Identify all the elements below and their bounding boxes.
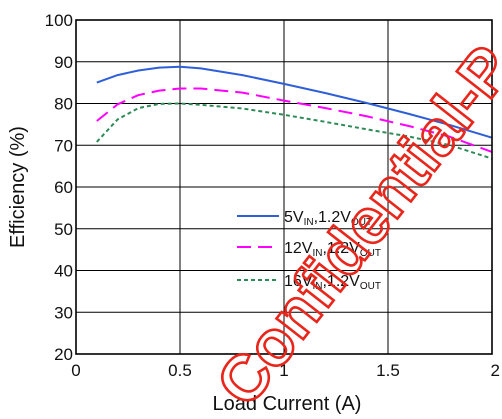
- plot-frame: [75, 19, 493, 355]
- watermark-stamp: Confidential-P: [202, 32, 502, 418]
- y-tick-label: 50: [54, 220, 73, 239]
- y-tick-label: 40: [54, 262, 73, 281]
- grid: [76, 20, 492, 354]
- y-tick-labels: 20 30 40 50 60 70 80 90 100: [45, 11, 73, 364]
- y-tick-label: 60: [54, 178, 73, 197]
- x-tick-label: 0.5: [168, 361, 192, 380]
- y-axis-title: Efficiency (%): [7, 126, 29, 248]
- y-tick-label: 80: [54, 95, 73, 114]
- y-tick-label: 30: [54, 303, 73, 322]
- y-tick-label: 70: [54, 136, 73, 155]
- x-tick-label: 1: [279, 361, 288, 380]
- y-tick-label: 90: [54, 53, 73, 72]
- x-tick-label: 0: [71, 361, 80, 380]
- series-line-1: [96, 65, 493, 139]
- legend: 5VIN,1.2VOUT 12VIN,1.2VOUT 16VIN,1.2VOUT: [237, 209, 381, 292]
- legend-label-3: 16VIN,1.2VOUT: [284, 273, 381, 292]
- legend-label-1: 5VIN,1.2VOUT: [284, 209, 372, 228]
- legend-label-2: 12VIN,1.2VOUT: [284, 240, 381, 259]
- series-line-2: [96, 87, 493, 153]
- y-tick-label: 100: [45, 11, 73, 30]
- x-tick-labels: 0 0.5 1 1.5 2: [71, 361, 500, 380]
- x-axis-title: Load Current (A): [213, 393, 362, 415]
- x-tick-label: 1.5: [376, 361, 400, 380]
- series-lines: [96, 65, 493, 160]
- x-tick-label: 2: [491, 361, 500, 380]
- y-tick-label: 20: [54, 345, 73, 364]
